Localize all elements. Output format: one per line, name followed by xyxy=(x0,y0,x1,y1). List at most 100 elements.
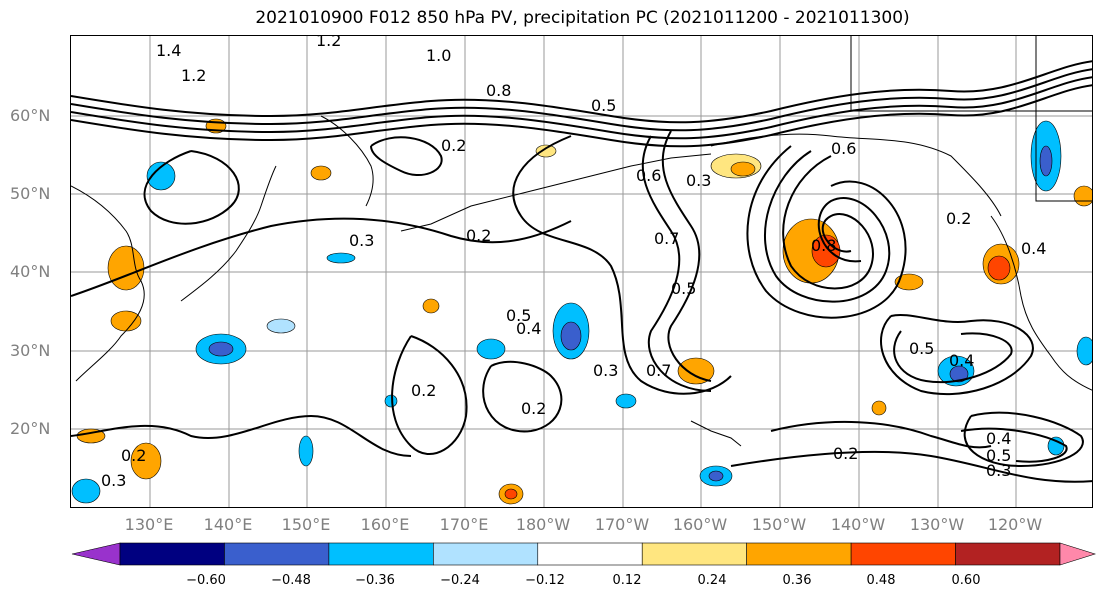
colorbar xyxy=(60,540,1105,568)
lon-label-150e: 150°E xyxy=(281,515,331,534)
contour-label: 0.3 xyxy=(986,461,1011,480)
precip-positive xyxy=(730,161,756,177)
pv-contour xyxy=(71,84,1092,148)
contour-label: 1.4 xyxy=(156,41,181,60)
coast-namerica xyxy=(990,215,1092,391)
lat-label-20: 20°N xyxy=(10,419,51,438)
map-panel: 1.2 1.4 1.0 1.2 0.8 0.5 0.2 0.6 0.7 0.3 … xyxy=(70,35,1093,508)
colorbar-label: −0.60 xyxy=(186,573,226,588)
precip-positive xyxy=(987,255,1011,281)
precip-negative xyxy=(560,321,582,351)
coast-asia xyxy=(71,185,145,382)
colorbar-label: 0.36 xyxy=(782,573,812,588)
pv-contour xyxy=(963,411,1084,468)
pv-contour xyxy=(746,145,907,319)
pv-contour xyxy=(71,60,1092,124)
lat-label-60: 60°N xyxy=(10,106,51,125)
contour-label: 0.6 xyxy=(636,166,661,185)
precip-positive xyxy=(422,298,440,314)
colorbar-segment xyxy=(746,542,852,566)
lon-label-160e: 160°E xyxy=(360,515,410,534)
precip-negative xyxy=(708,470,724,482)
pv-contour xyxy=(370,136,443,176)
precip-negative xyxy=(949,365,969,383)
contour-label: 0.2 xyxy=(521,399,546,418)
colorbar-segment xyxy=(850,542,956,566)
contour-label: 0.2 xyxy=(833,444,858,463)
pv-contour xyxy=(661,130,712,382)
lat-label-30: 30°N xyxy=(10,341,51,360)
colorbar-extend-max xyxy=(1059,542,1097,566)
lon-label-130e: 130°E xyxy=(124,515,174,534)
pv-contour xyxy=(730,450,1092,483)
map-title: 2021010900 F012 850 hPa PV, precipitatio… xyxy=(255,8,910,28)
pv-contour xyxy=(763,150,891,303)
contour-label: 0.7 xyxy=(646,361,671,380)
contour-label: 0.2 xyxy=(121,446,146,465)
contour-label: 0.7 xyxy=(654,229,679,248)
contour-label: 0.5 xyxy=(506,306,531,325)
precip-positive xyxy=(871,400,887,416)
precip-negative xyxy=(266,318,296,334)
pv-contour xyxy=(71,414,412,457)
contour-label: 0.2 xyxy=(411,381,436,400)
contour-label: 0.2 xyxy=(466,226,491,245)
precip-negative xyxy=(1047,436,1065,456)
pv-contour xyxy=(71,76,1092,140)
colorbar-label: 0.12 xyxy=(612,573,642,588)
pv-contour xyxy=(770,420,992,449)
coast-hawaii xyxy=(690,420,742,447)
pv-contours xyxy=(71,60,1092,483)
colorbar-segment xyxy=(955,542,1061,566)
contour-label: 1.2 xyxy=(181,66,206,85)
precip-positive xyxy=(1073,185,1092,207)
colorbar-label: −0.24 xyxy=(440,573,480,588)
coast-aleutians xyxy=(400,153,712,232)
pv-contour xyxy=(782,155,874,290)
contour-label: 0.5 xyxy=(986,446,1011,465)
colorbar-label: −0.48 xyxy=(271,573,311,588)
colorbar-segment xyxy=(119,542,225,566)
lon-label-170w: 170°W xyxy=(594,515,650,534)
pv-contour xyxy=(641,135,712,392)
contour-label: 0.6 xyxy=(831,139,856,158)
precip-positive xyxy=(504,488,518,500)
contour-label: 0.3 xyxy=(686,171,711,190)
lat-label-50: 50°N xyxy=(10,184,51,203)
contour-label: 0.3 xyxy=(101,471,126,490)
coast-kamchatka xyxy=(320,115,374,207)
pv-contour xyxy=(71,68,1092,132)
colorbar-segment xyxy=(328,542,434,566)
precip-negative xyxy=(1076,336,1092,366)
precip-positive xyxy=(535,144,557,158)
precip-positive xyxy=(677,357,715,385)
contour-label: 0.4 xyxy=(986,429,1011,448)
contour-label: 0.5 xyxy=(591,96,616,115)
pv-contour xyxy=(893,330,1013,384)
colorbar-label: 0.48 xyxy=(866,573,896,588)
contour-label: 0.4 xyxy=(1021,239,1046,258)
colorbar-extend-min xyxy=(71,542,121,566)
lon-label-130w: 130°W xyxy=(909,515,965,534)
precip-positive xyxy=(130,442,162,480)
contour-label: 0.8 xyxy=(811,236,836,255)
contour-label: 0.4 xyxy=(949,351,974,370)
precip-negative xyxy=(146,161,176,191)
pv-contour xyxy=(71,217,572,297)
lon-label-180w: 180°W xyxy=(515,515,571,534)
lon-label-120w: 120°W xyxy=(987,515,1043,534)
pv-contour xyxy=(391,335,468,456)
contour-label: 0.2 xyxy=(946,209,971,228)
contour-label: 1.0 xyxy=(426,46,451,65)
colorbar-segment xyxy=(224,542,330,566)
contour-label: 1.2 xyxy=(316,36,341,50)
lat-label-40: 40°N xyxy=(10,262,51,281)
precip-fills xyxy=(71,118,1092,505)
lon-label-160w: 160°W xyxy=(672,515,728,534)
pv-contour xyxy=(482,360,563,433)
colorbar-svg xyxy=(71,542,1097,566)
precip-negative xyxy=(384,394,398,408)
pv-contour xyxy=(960,427,1068,463)
colorbar-label: −0.36 xyxy=(355,573,395,588)
precip-negative xyxy=(615,393,637,409)
